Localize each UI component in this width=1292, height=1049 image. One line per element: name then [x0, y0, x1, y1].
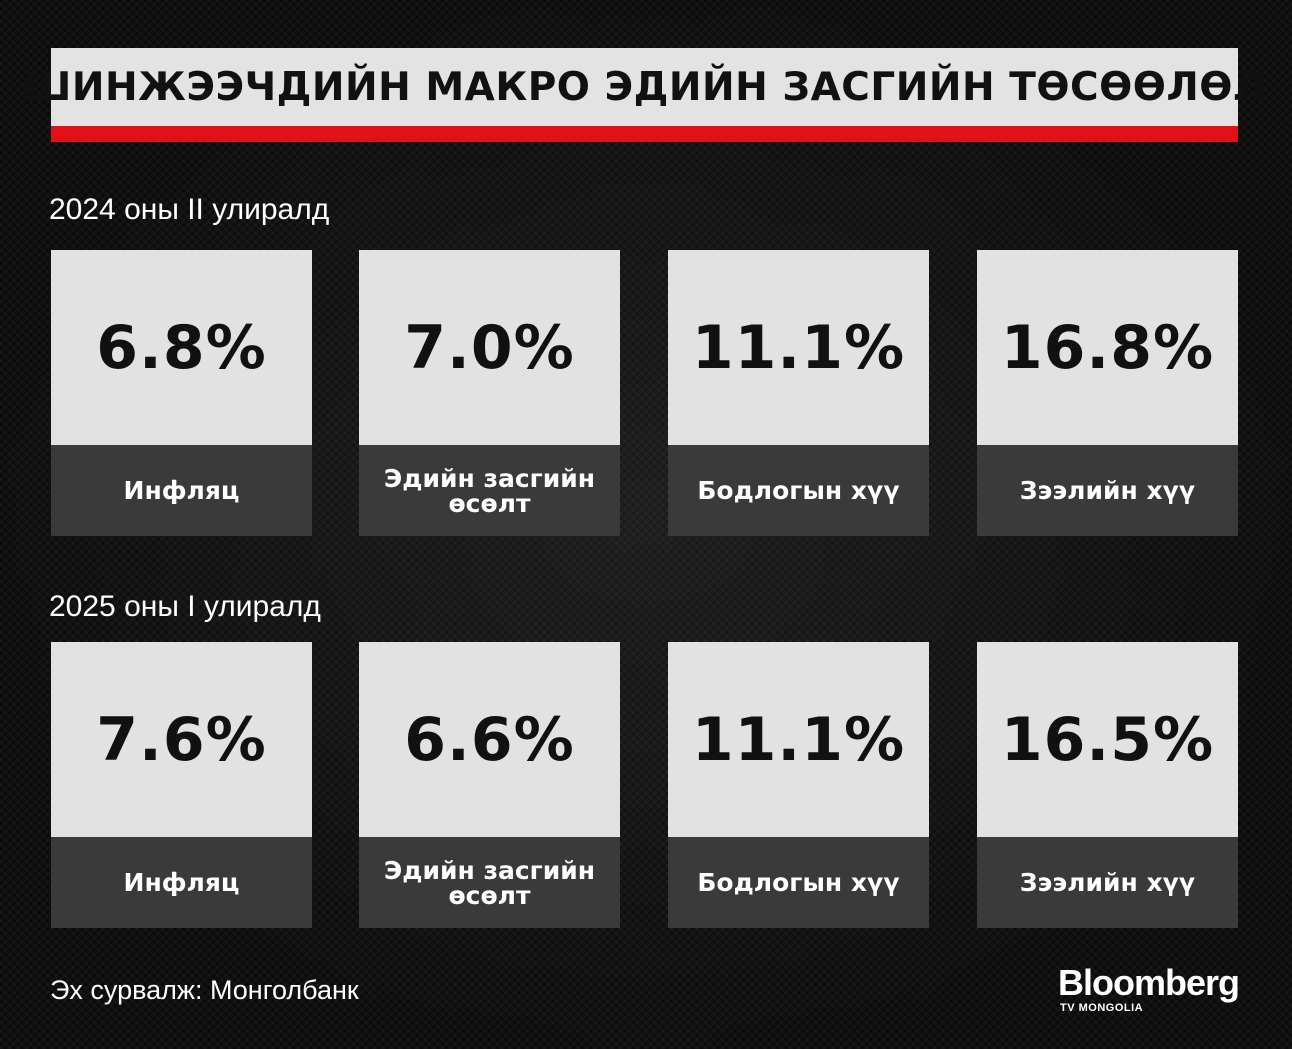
stat-label: Зээлийн хүү: [977, 837, 1238, 928]
stat-value: 16.8%: [977, 250, 1238, 445]
stat-card-policy-rate-2024: 11.1% Бодлогын хүү: [668, 250, 929, 536]
stat-value: 16.5%: [977, 642, 1238, 837]
section-label-2024-q2: 2024 оны II улиралд: [49, 193, 330, 226]
page-title: ШИНЖЭЭЧДИЙН МАКРО ЭДИЙН ЗАСГИЙН ТӨСӨӨЛӨЛ: [23, 64, 1266, 110]
stat-card-loan-rate-2025: 16.5% Зээлийн хүү: [977, 642, 1238, 928]
logo-subtitle: TV MONGOLIA: [1060, 1002, 1144, 1014]
stat-card-inflation-2024: 6.8% Инфляц: [51, 250, 312, 536]
title-box: ШИНЖЭЭЧДИЙН МАКРО ЭДИЙН ЗАСГИЙН ТӨСӨӨЛӨЛ: [23, 48, 1265, 126]
stat-label: Бодлогын хүү: [668, 445, 929, 536]
bloomberg-logo: Bloomberg TV MONGOLIA: [1058, 962, 1240, 1015]
stat-label: Инфляц: [51, 837, 312, 928]
stat-card-growth-2024: 7.0% Эдийн засгийн өсөлт: [359, 250, 620, 536]
stat-label: Эдийн засгийн өсөлт: [359, 445, 620, 536]
section-label-2025-q1: 2025 оны I улиралд: [49, 590, 321, 623]
stat-label: Бодлогын хүү: [668, 837, 929, 928]
stat-card-growth-2025: 6.6% Эдийн засгийн өсөлт: [359, 642, 620, 928]
stat-label: Зээлийн хүү: [977, 445, 1238, 536]
stat-card-policy-rate-2025: 11.1% Бодлогын хүү: [668, 642, 929, 928]
stat-card-loan-rate-2024: 16.8% Зээлийн хүү: [977, 250, 1238, 536]
stat-value: 6.6%: [359, 642, 620, 837]
stat-value: 6.8%: [51, 250, 312, 445]
stat-card-inflation-2025: 7.6% Инфляц: [51, 642, 312, 928]
stat-value: 11.1%: [668, 250, 929, 445]
source-note: Эх сурвалж: Монголбанк: [50, 975, 359, 1005]
stat-label: Инфляц: [51, 445, 312, 536]
stat-value: 7.6%: [51, 642, 312, 837]
stat-value: 7.0%: [359, 250, 620, 445]
stat-label: Эдийн засгийн өсөлт: [359, 837, 620, 928]
logo-name: Bloomberg: [1058, 962, 1240, 1003]
stat-value: 11.1%: [668, 642, 929, 837]
title-accent-bar: [51, 126, 1238, 142]
title-banner: ШИНЖЭЭЧДИЙН МАКРО ЭДИЙН ЗАСГИЙН ТӨСӨӨЛӨЛ: [23, 48, 1265, 142]
